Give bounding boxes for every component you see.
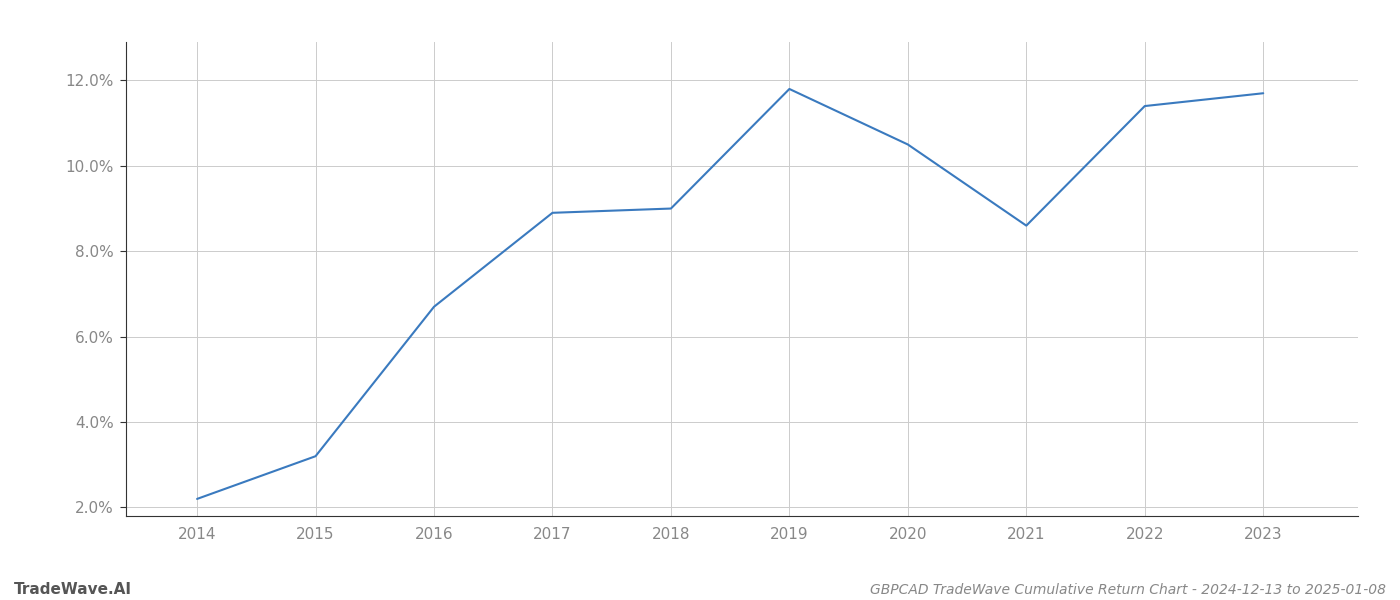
Text: GBPCAD TradeWave Cumulative Return Chart - 2024-12-13 to 2025-01-08: GBPCAD TradeWave Cumulative Return Chart… <box>869 583 1386 597</box>
Text: TradeWave.AI: TradeWave.AI <box>14 582 132 597</box>
